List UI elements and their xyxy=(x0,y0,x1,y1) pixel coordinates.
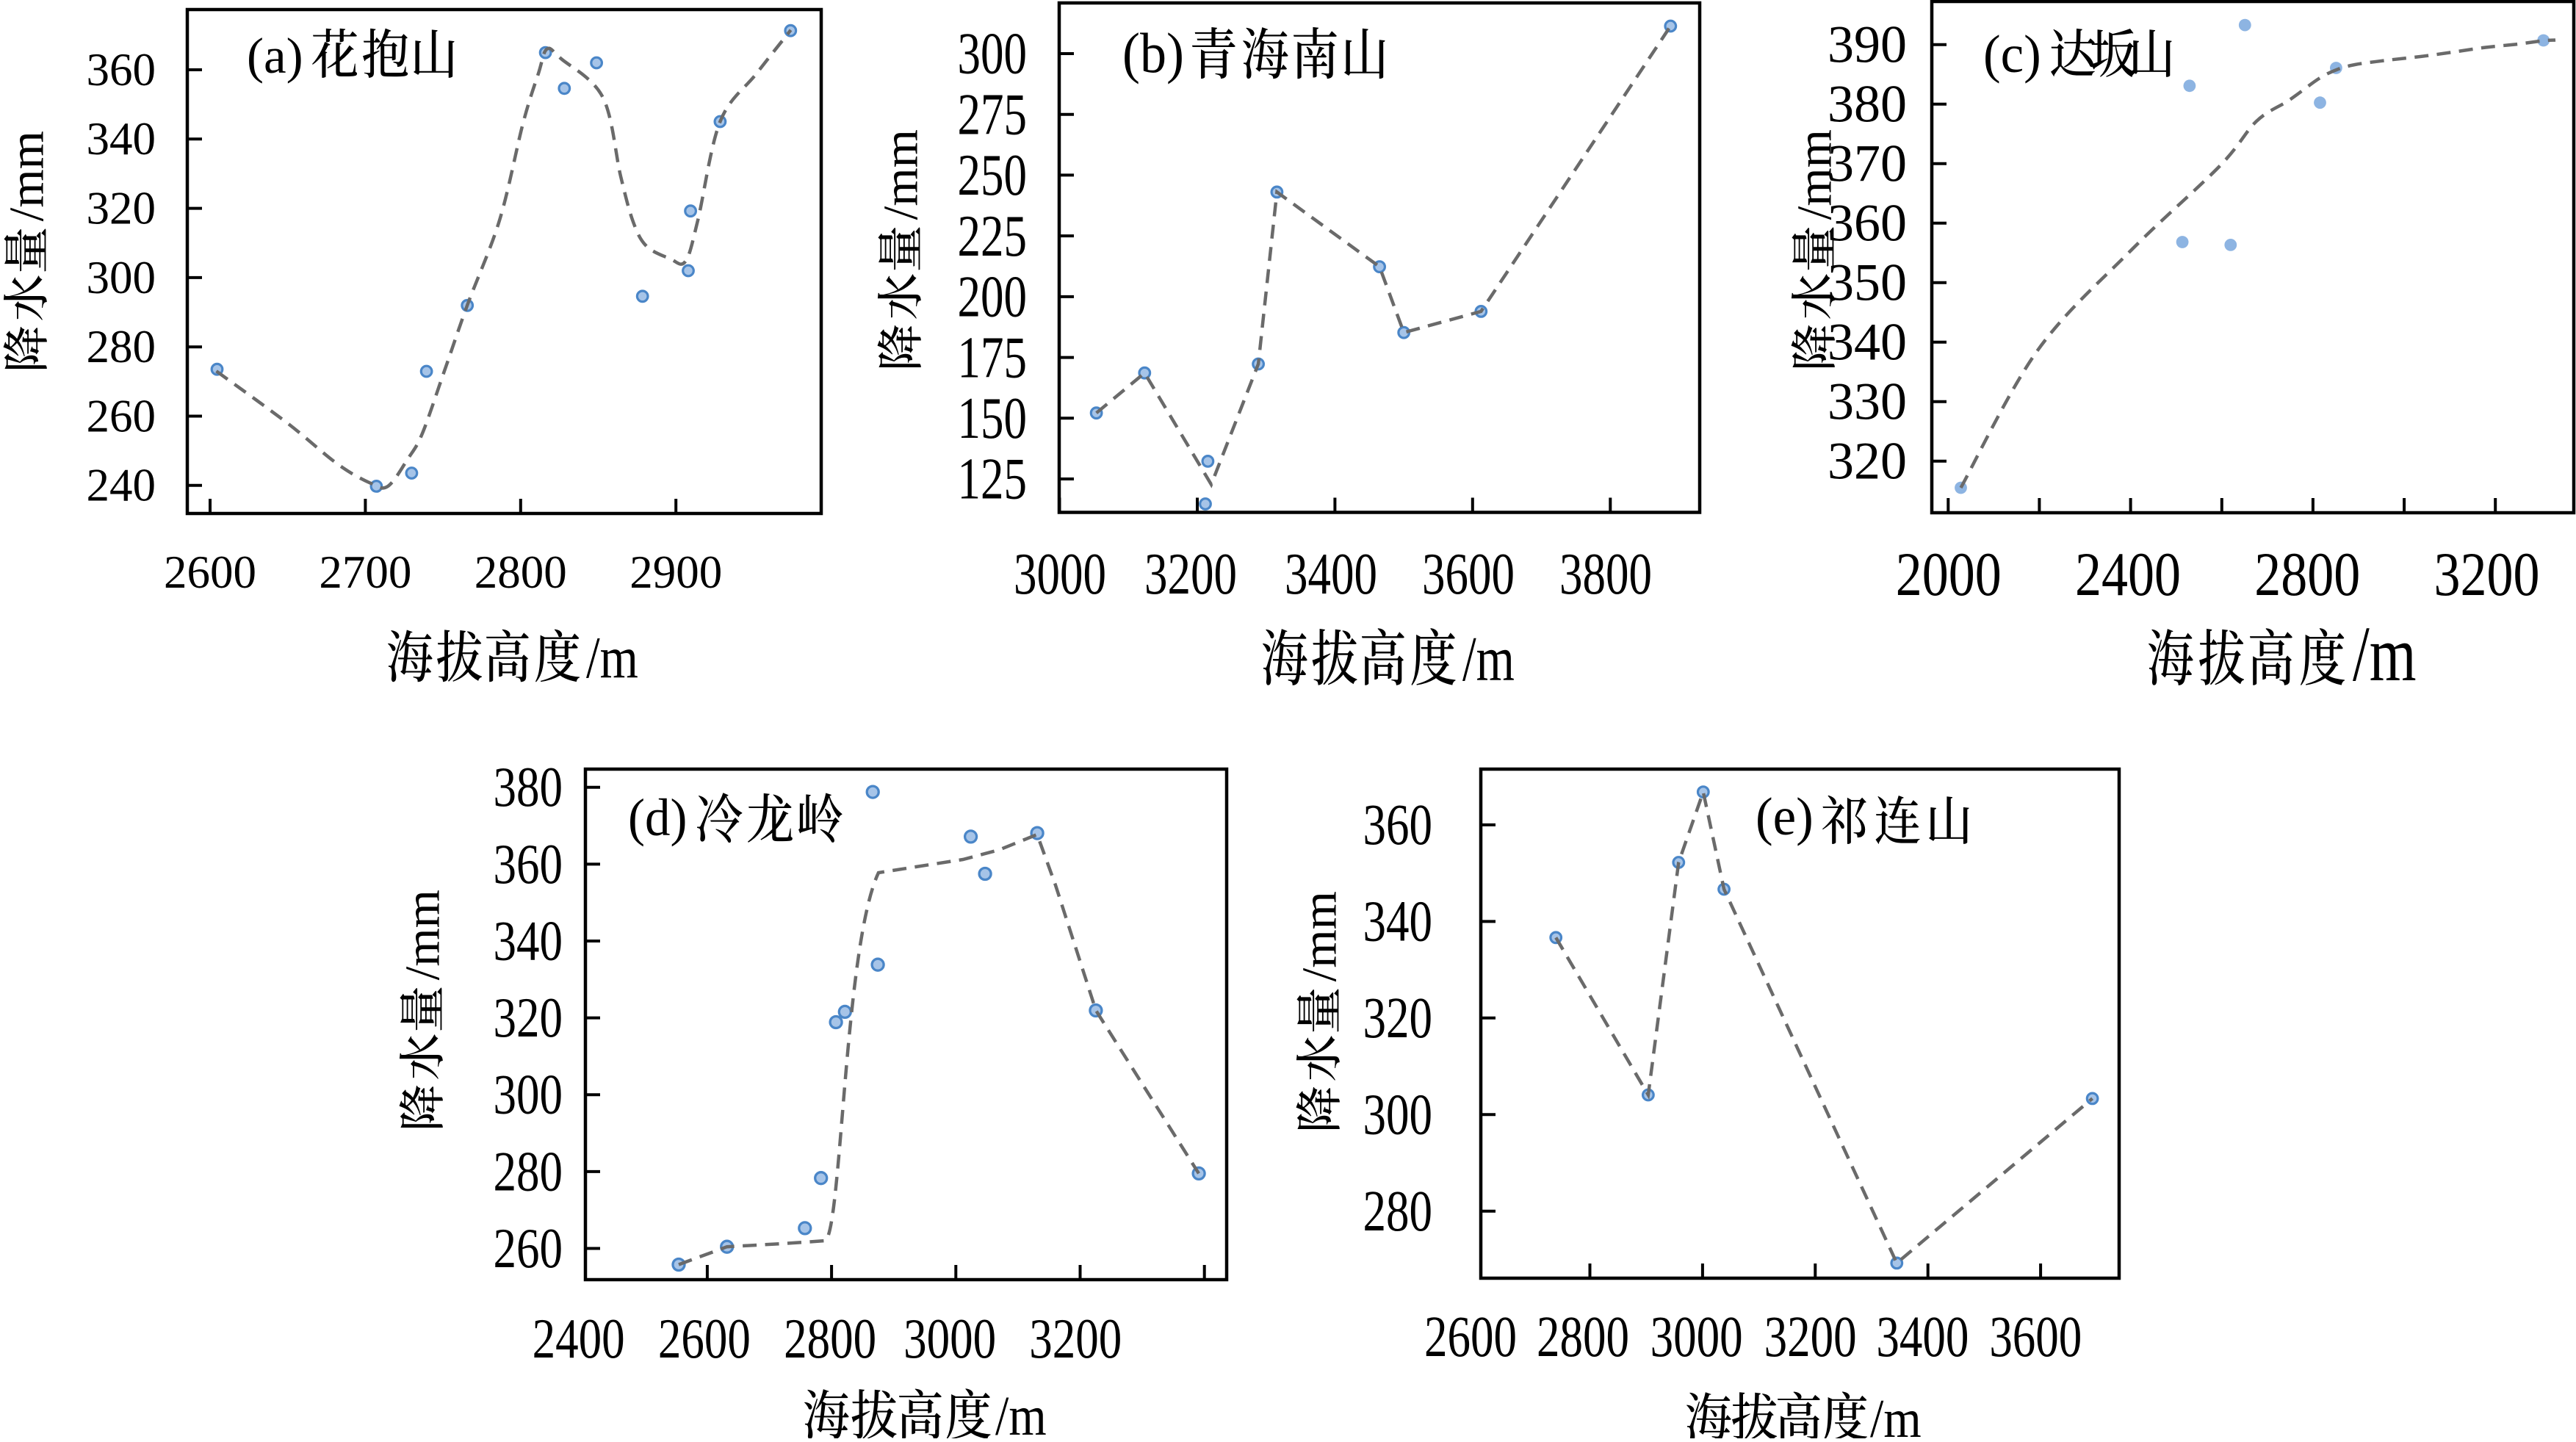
svg-text:(e): (e) xyxy=(1756,787,1814,846)
svg-text:260: 260 xyxy=(87,390,156,441)
svg-text:300: 300 xyxy=(87,252,156,303)
svg-text:(c): (c) xyxy=(1983,24,2041,84)
svg-text:360: 360 xyxy=(1828,194,1907,253)
svg-text:3000: 3000 xyxy=(1014,541,1106,607)
svg-text:(a): (a) xyxy=(247,28,303,84)
svg-text:300: 300 xyxy=(494,1064,563,1126)
svg-text:3000: 3000 xyxy=(903,1308,996,1370)
svg-text:3200: 3200 xyxy=(1144,541,1237,607)
svg-text:3000: 3000 xyxy=(1650,1305,1743,1369)
svg-text:300: 300 xyxy=(1363,1083,1432,1147)
svg-text:2600: 2600 xyxy=(1424,1305,1517,1369)
svg-text:/m: /m xyxy=(586,625,638,691)
svg-text:/mm: /mm xyxy=(0,131,54,221)
svg-text:2600: 2600 xyxy=(658,1308,751,1370)
svg-text:/m: /m xyxy=(995,1386,1047,1438)
svg-text:240: 240 xyxy=(87,460,156,511)
svg-text:/mm: /mm xyxy=(1787,129,1842,220)
svg-text:2700: 2700 xyxy=(319,547,411,598)
svg-text:280: 280 xyxy=(87,321,156,372)
svg-text:2800: 2800 xyxy=(1537,1305,1629,1369)
svg-text:175: 175 xyxy=(958,325,1027,390)
svg-text:360: 360 xyxy=(87,44,156,95)
svg-text:260: 260 xyxy=(494,1217,563,1280)
svg-text:320: 320 xyxy=(1363,986,1432,1050)
svg-text:3400: 3400 xyxy=(1285,541,1377,607)
svg-text:320: 320 xyxy=(87,183,156,234)
svg-text:390: 390 xyxy=(1828,15,1907,74)
svg-text:150: 150 xyxy=(958,386,1027,451)
svg-text:3800: 3800 xyxy=(1559,541,1652,607)
svg-text:2800: 2800 xyxy=(475,547,567,598)
svg-text:225: 225 xyxy=(958,203,1027,268)
svg-text:320: 320 xyxy=(1828,432,1907,491)
svg-text:300: 300 xyxy=(958,21,1027,86)
svg-text:2600: 2600 xyxy=(164,547,256,598)
svg-text:3600: 3600 xyxy=(1422,541,1515,607)
svg-text:320: 320 xyxy=(494,987,563,1049)
svg-text:275: 275 xyxy=(958,82,1027,147)
svg-text:3600: 3600 xyxy=(1989,1305,2082,1369)
svg-text:340: 340 xyxy=(1363,890,1432,954)
svg-text:350: 350 xyxy=(1828,253,1907,312)
svg-text:340: 340 xyxy=(494,910,563,973)
svg-text:/m: /m xyxy=(1462,624,1515,694)
svg-text:2400: 2400 xyxy=(533,1308,625,1370)
svg-text:2000: 2000 xyxy=(1896,541,2002,610)
svg-text:3200: 3200 xyxy=(2434,541,2540,610)
svg-text:125: 125 xyxy=(958,446,1027,511)
svg-text:280: 280 xyxy=(1363,1179,1432,1244)
svg-text:3200: 3200 xyxy=(1029,1308,1122,1370)
svg-text:3200: 3200 xyxy=(1764,1305,1857,1369)
svg-text:/m: /m xyxy=(2353,610,2417,698)
svg-text:280: 280 xyxy=(494,1140,563,1203)
svg-text:360: 360 xyxy=(1363,793,1432,857)
svg-text:200: 200 xyxy=(958,264,1027,329)
svg-text:380: 380 xyxy=(494,756,563,818)
svg-text:340: 340 xyxy=(87,113,156,165)
svg-text:360: 360 xyxy=(494,833,563,895)
svg-text:2400: 2400 xyxy=(2075,541,2181,610)
svg-text:/m: /m xyxy=(1870,1388,1922,1438)
svg-text:2800: 2800 xyxy=(2254,541,2360,610)
svg-text:(d): (d) xyxy=(628,789,687,848)
svg-text:/mm: /mm xyxy=(1292,891,1347,981)
svg-text:/mm: /mm xyxy=(395,890,450,980)
svg-text:3400: 3400 xyxy=(1876,1305,1969,1369)
svg-text:(b): (b) xyxy=(1122,22,1184,85)
svg-text:/mm: /mm xyxy=(873,129,928,220)
svg-text:250: 250 xyxy=(958,143,1027,208)
svg-text:330: 330 xyxy=(1828,372,1907,431)
svg-text:2800: 2800 xyxy=(784,1308,876,1370)
svg-text:370: 370 xyxy=(1828,134,1907,193)
svg-text:2900: 2900 xyxy=(629,547,722,598)
svg-text:380: 380 xyxy=(1828,75,1907,134)
svg-text:340: 340 xyxy=(1828,313,1907,372)
